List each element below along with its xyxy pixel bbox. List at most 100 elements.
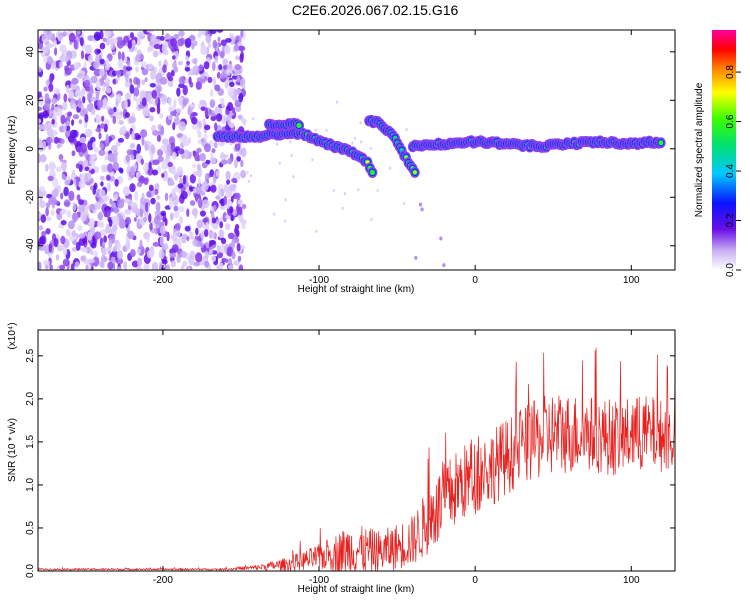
noise-blob [209, 30, 217, 35]
noise-speckle [353, 136, 357, 140]
noise-blob [171, 187, 177, 198]
noise-blob [152, 129, 159, 136]
noise-blob [120, 198, 125, 204]
noise-blob [239, 53, 244, 63]
noise-blob [231, 251, 236, 260]
noise-blob [82, 96, 86, 104]
noise-speckle [359, 121, 362, 125]
noise-blob [38, 42, 43, 50]
noise-blob [72, 169, 76, 178]
noise-blob [51, 103, 55, 112]
noise-blob [93, 250, 99, 257]
noise-blob [193, 187, 197, 194]
noise-blob [172, 122, 176, 131]
noise-blob [219, 188, 225, 197]
noise-blob [161, 259, 168, 265]
noise-blob [199, 153, 206, 162]
noise-blob [137, 181, 143, 188]
noise-blob [198, 120, 202, 129]
noise-blob [141, 68, 149, 76]
noise-blob [112, 78, 116, 85]
noise-blob [214, 55, 219, 63]
noise-blob [208, 108, 212, 115]
noise-blob [61, 173, 66, 180]
noise-blob [38, 124, 44, 131]
noise-blob [54, 47, 58, 56]
noise-blob [223, 195, 228, 206]
noise-blob [167, 161, 173, 168]
noise-blob [135, 266, 143, 270]
noise-blob [145, 202, 149, 212]
noise-blob [87, 140, 94, 151]
noise-blob [125, 240, 131, 251]
noise-blob [140, 158, 144, 165]
spectrogram-y-ticks: -40 -20 0 20 40 [25, 46, 675, 253]
noise-blob [140, 91, 147, 97]
noise-blob [157, 87, 161, 97]
noise-blob [199, 99, 207, 105]
noise-blob [80, 142, 87, 154]
noise-blob [62, 31, 67, 37]
noise-blob [114, 178, 119, 187]
noise-blob [156, 195, 161, 200]
snr-y-ticks: 0.0 0.5 1.0 1.5 2.0 2.5 [25, 348, 675, 578]
spectrogram-y-axis-label: Frequency (Hz) [7, 116, 18, 185]
noise-blob [215, 170, 220, 177]
noise-blob [140, 129, 148, 138]
noise-blob [115, 70, 122, 75]
noise-blob [177, 38, 185, 47]
noise-blob [98, 149, 106, 156]
ridge-core [296, 122, 302, 128]
noise-blob [240, 170, 247, 179]
noise-blob [238, 264, 244, 270]
noise-blob [107, 163, 114, 173]
noise-blob [90, 75, 98, 84]
noise-blob [59, 44, 67, 53]
noise-blob [95, 91, 100, 101]
figure-title: C2E6.2026.067.02.15.G16 [292, 2, 459, 18]
noise-blob [62, 258, 70, 267]
noise-blob [88, 204, 96, 211]
noise-blob [103, 235, 108, 243]
noise-blob [241, 221, 246, 230]
noise-blob [75, 163, 81, 169]
noise-blob [71, 77, 79, 85]
noise-blob [88, 54, 93, 64]
stray-point [420, 207, 424, 212]
noise-speckle [402, 201, 406, 206]
noise-blob [215, 195, 221, 200]
noise-blob [62, 247, 68, 256]
noise-blob [67, 111, 73, 117]
noise-blob [108, 239, 113, 248]
noise-blob [49, 196, 57, 205]
noise-blob [76, 145, 83, 153]
noise-blob [148, 213, 152, 223]
noise-blob [71, 150, 76, 157]
noise-blob [73, 61, 80, 71]
noise-blob [71, 119, 75, 126]
noise-blob [186, 236, 190, 242]
noise-blob [65, 228, 71, 237]
noise-blob [127, 230, 135, 240]
noise-blob [56, 244, 64, 252]
noise-blob [139, 208, 144, 218]
noise-blob [73, 39, 78, 50]
noise-blob [72, 202, 77, 211]
noise-blob [210, 255, 217, 263]
noise-blob [83, 247, 88, 253]
noise-blob [106, 182, 112, 192]
noise-blob [125, 66, 133, 71]
colorbar-tick-label: 0.6 [725, 114, 736, 128]
noise-blob [152, 241, 160, 247]
noise-blob [124, 216, 132, 225]
noise-blob [125, 73, 129, 83]
noise-blob [221, 154, 229, 159]
noise-blob [70, 82, 75, 90]
noise-blob [160, 210, 167, 217]
noise-blob [160, 94, 168, 103]
noise-blob [151, 169, 159, 176]
noise-blob [211, 217, 217, 224]
noise-blob [131, 130, 135, 141]
noise-blob [147, 46, 151, 53]
noise-blob [124, 99, 128, 109]
